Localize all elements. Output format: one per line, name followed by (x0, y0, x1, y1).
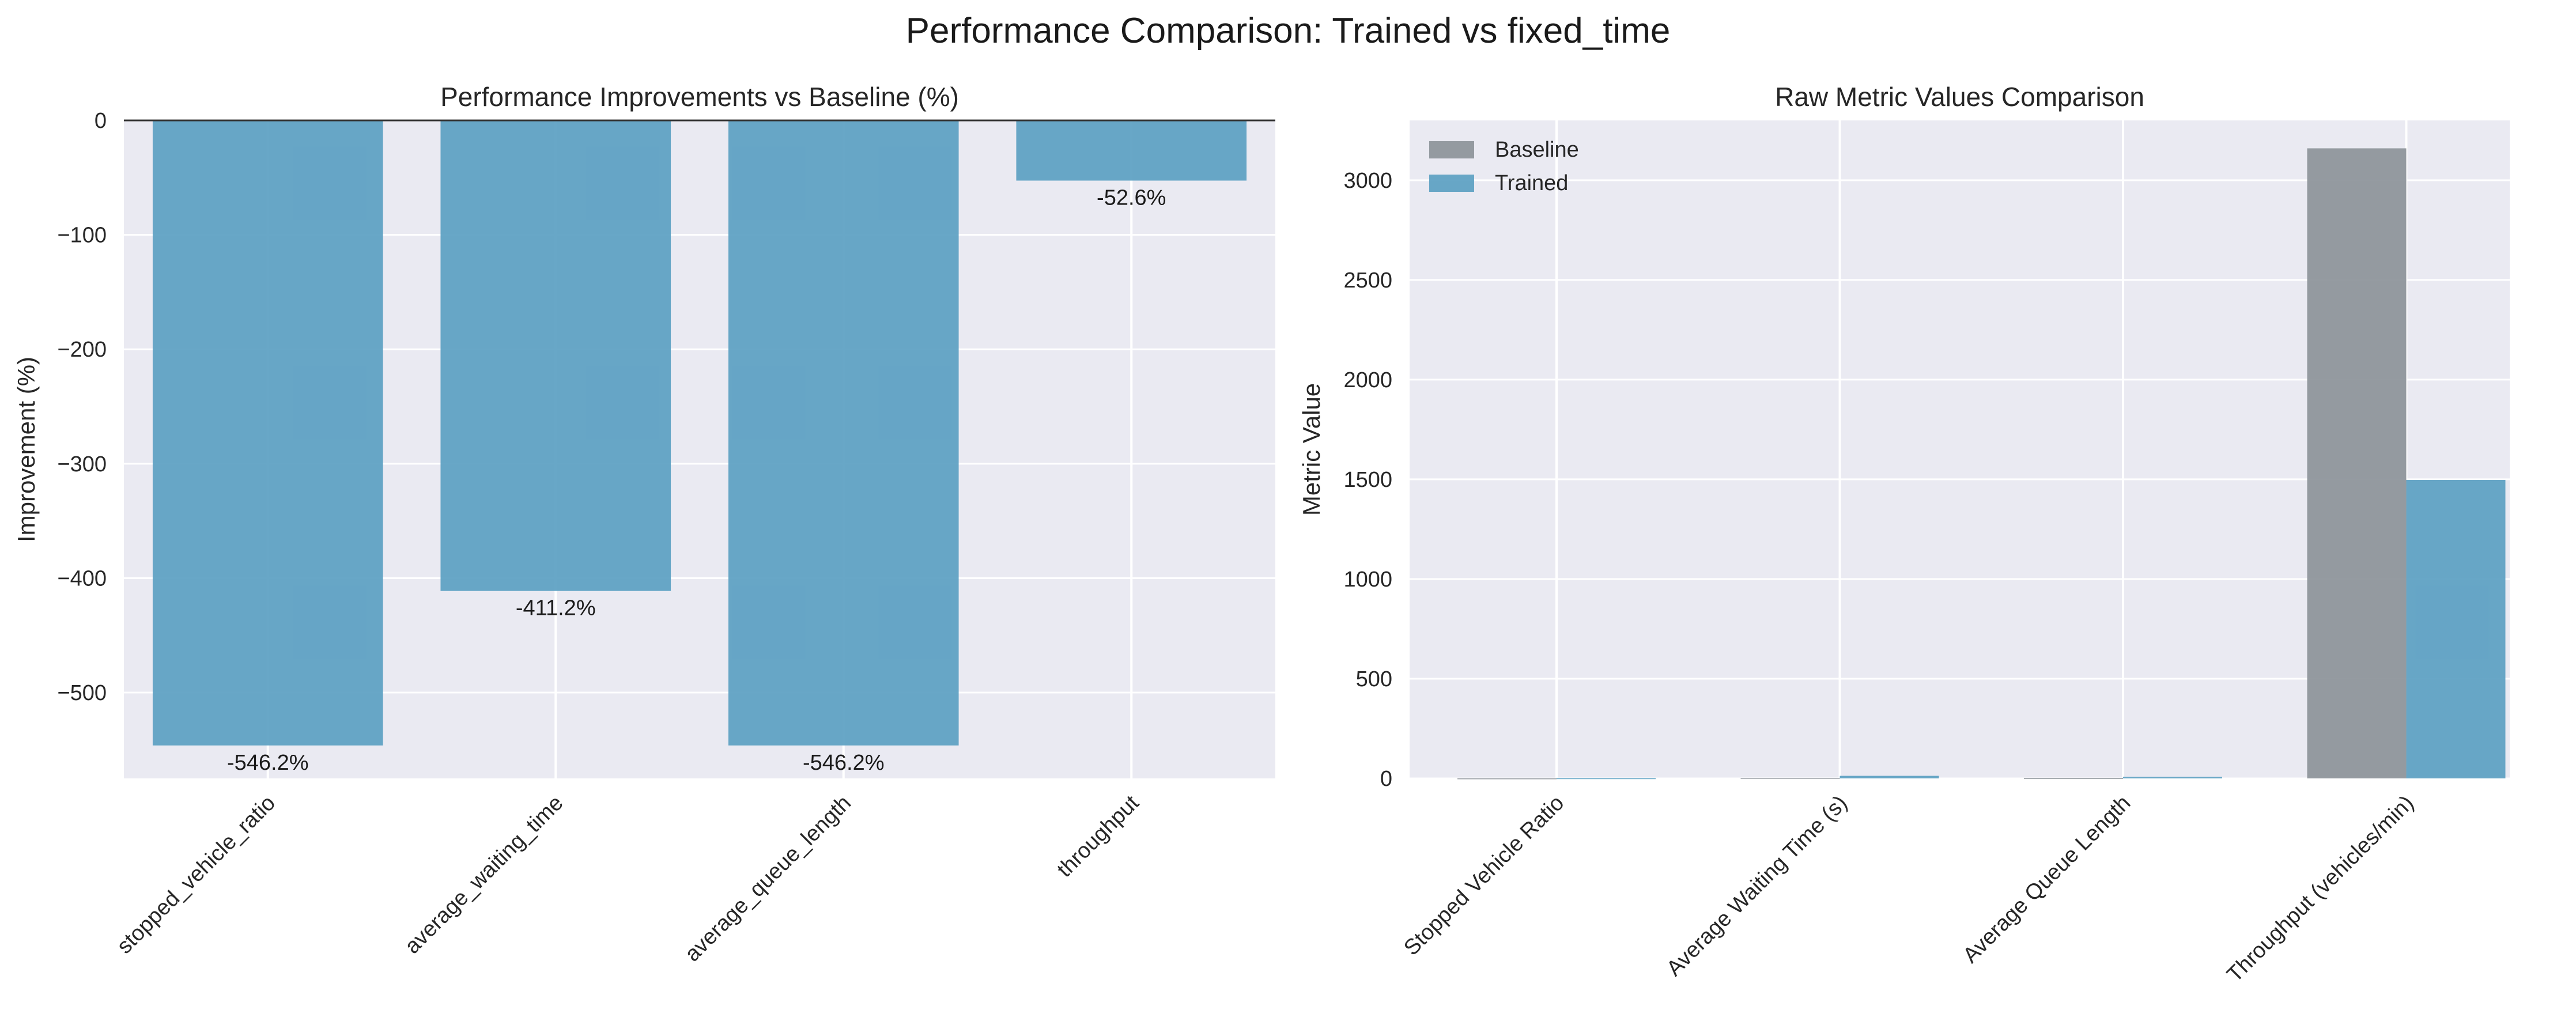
bar-improvement (152, 120, 383, 746)
y-tick-label-left: 0 (95, 109, 107, 133)
x-tick-label-right: Average Queue Length (1958, 791, 2135, 968)
bar-data-label: -52.6% (1097, 186, 1166, 210)
legend-swatch (1429, 175, 1474, 192)
x-tick-label-right: Throughput (vehicles/min) (2223, 791, 2419, 987)
chart-title-left: Performance Improvements vs Baseline (%) (440, 82, 959, 112)
y-tick-label-right: 0 (1380, 767, 1392, 791)
chart-title-right: Raw Metric Values Comparison (1775, 82, 2144, 112)
legend-swatch (1429, 141, 1474, 158)
x-tick-label-left: average_queue_length (680, 791, 856, 967)
bar-improvement (440, 120, 671, 591)
bar-baseline (2024, 778, 2123, 780)
bar-data-label: -546.2% (227, 751, 309, 775)
y-tick-label-right: 500 (1356, 667, 1392, 691)
bar-data-label: -546.2% (803, 751, 885, 775)
bar-trained (1557, 778, 1656, 780)
x-tick-label-left: stopped_vehicle_ratio (112, 791, 280, 959)
y-tick-label-right: 2000 (1343, 368, 1392, 392)
y-tick-label-right: 2500 (1343, 268, 1392, 293)
y-tick-label-left: −100 (57, 224, 107, 248)
legend-label: Baseline (1495, 138, 1579, 162)
y-tick-label-left: −300 (57, 452, 107, 476)
bar-trained (1840, 776, 1939, 778)
bar-baseline (2307, 148, 2407, 778)
y-tick-label-left: −500 (57, 681, 107, 705)
figure-title: Performance Comparison: Trained vs fixed… (905, 11, 1671, 51)
y-tick-label-right: 3000 (1343, 169, 1392, 193)
x-tick-label-left: average_waiting_time (401, 791, 568, 959)
bar-trained (2123, 777, 2222, 778)
x-tick-label-left: throughput (1052, 791, 1143, 882)
y-axis-label-left: Improvement (%) (13, 357, 40, 542)
y-tick-label-right: 1500 (1343, 468, 1392, 492)
y-tick-label-left: −400 (57, 566, 107, 591)
bar-improvement (1016, 120, 1247, 181)
y-tick-label-left: −200 (57, 338, 107, 362)
legend-label: Trained (1495, 171, 1568, 195)
bar-trained (2406, 479, 2506, 778)
x-tick-label-right: Stopped Vehicle Ratio (1399, 791, 1569, 960)
y-tick-label-right: 1000 (1343, 568, 1392, 592)
bar-baseline (1457, 778, 1557, 780)
y-axis-label-right: Metric Value (1298, 383, 1325, 516)
x-tick-label-right: Average Waiting Time (s) (1662, 791, 1852, 981)
bar-data-label: -411.2% (516, 596, 596, 621)
bar-improvement (728, 120, 959, 746)
bar-baseline (1740, 778, 1840, 779)
